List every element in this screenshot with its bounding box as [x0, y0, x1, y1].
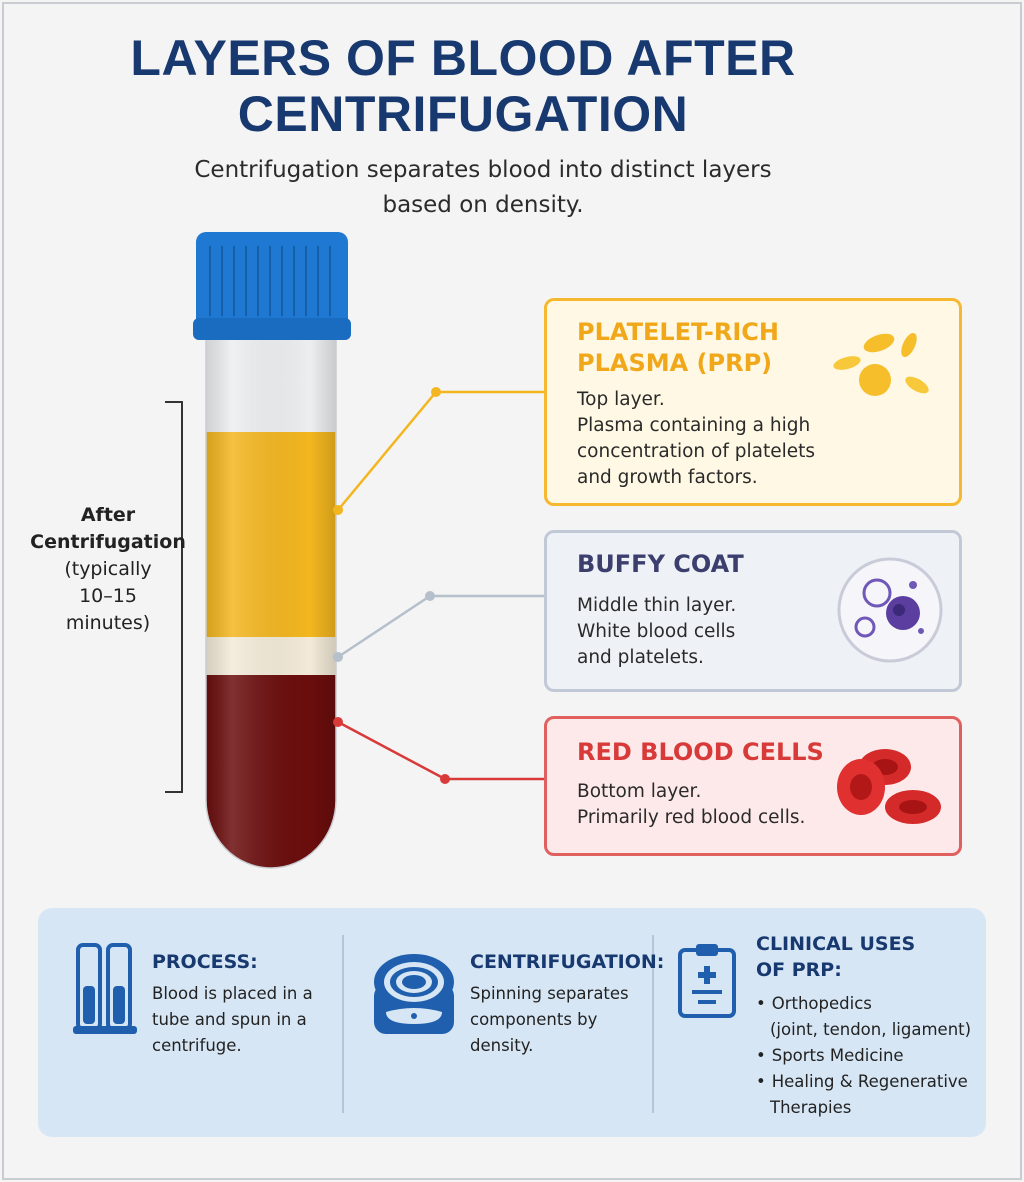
list-item: • Sports Medicine [756, 1046, 904, 1065]
page-title: LAYERS OF BLOOD AFTER CENTRIFUGATION [60, 30, 866, 142]
rbc-connector [337, 720, 544, 781]
bracket [165, 401, 183, 793]
side-label-bold: After [80, 504, 136, 526]
test-tubes-icon [73, 943, 137, 1034]
red-blood-cells-icon [837, 749, 941, 824]
centrifuge-icon [374, 954, 454, 1034]
centrifugation-section: CENTRIFUGATION: Spinning separates compon… [470, 949, 665, 1059]
subtitle-line: Centrifugation separates blood into dist… [194, 157, 772, 183]
buffy-title: BUFFY COAT [577, 550, 744, 578]
centrifugation-title: CENTRIFUGATION: [470, 951, 665, 973]
white-blood-cells-icon [837, 557, 943, 663]
side-label: After Centrifugation (typically 10–15 mi… [20, 502, 196, 637]
buffy-coat-card: BUFFY COAT Middle thin layer. White blood… [544, 530, 962, 692]
buffy-description: Middle thin layer. White blood cells and p… [577, 595, 737, 668]
subtitle-line: based on density. [382, 192, 584, 218]
process-section: PROCESS: Blood is placed in a tube and sp… [152, 949, 332, 1059]
tube-cap [193, 232, 351, 340]
prp-title: PLATELET-RICH PLASMA (PRP) [577, 318, 779, 377]
buffy-connector [337, 594, 544, 659]
process-title: PROCESS: [152, 951, 258, 973]
prp-connector [337, 390, 544, 511]
test-tube-illustration [193, 232, 544, 869]
title-line: LAYERS OF BLOOD AFTER [130, 30, 796, 86]
list-item: • Orthopedics (joint, tendon, ligament) [756, 994, 972, 1039]
prp-card: PLATELET-RICH PLASMA (PRP) Top layer. Plas… [544, 298, 962, 506]
title-line: CENTRIFUGATION [237, 86, 689, 142]
divider [342, 935, 344, 1113]
side-label-bold: Centrifugation [30, 531, 186, 553]
rbc-title: RED BLOOD CELLS [577, 738, 824, 766]
side-label-note: 10–15 [79, 585, 137, 607]
clipboard-icon [678, 944, 736, 1018]
clinical-list: • Orthopedics (joint, tendon, ligament) • S… [756, 991, 981, 1121]
side-label-note: (typically [64, 558, 152, 580]
side-label-note: minutes) [65, 612, 151, 634]
rbc-card: RED BLOOD CELLS Bottom layer. Primarily r… [544, 716, 962, 856]
process-text: Blood is placed in a tube and spun in a ce… [152, 984, 313, 1055]
rbc-description: Bottom layer. Primarily red blood cells. [577, 781, 806, 828]
divider [652, 935, 654, 1113]
prp-description: Top layer. Plasma containing a high concen… [577, 389, 815, 488]
subtitle: Centrifugation separates blood into dist… [120, 153, 846, 223]
platelets-icon [833, 332, 929, 396]
list-item: • Healing & Regenerative Therapies [756, 1072, 968, 1117]
clinical-title: CLINICAL USES OF PRP: [756, 933, 916, 981]
info-panel [38, 908, 986, 1137]
clinical-uses-section: CLINICAL USES OF PRP: • Orthopedics (joint,… [756, 931, 981, 1121]
centrifugation-text: Spinning separates components by density. [470, 984, 629, 1055]
